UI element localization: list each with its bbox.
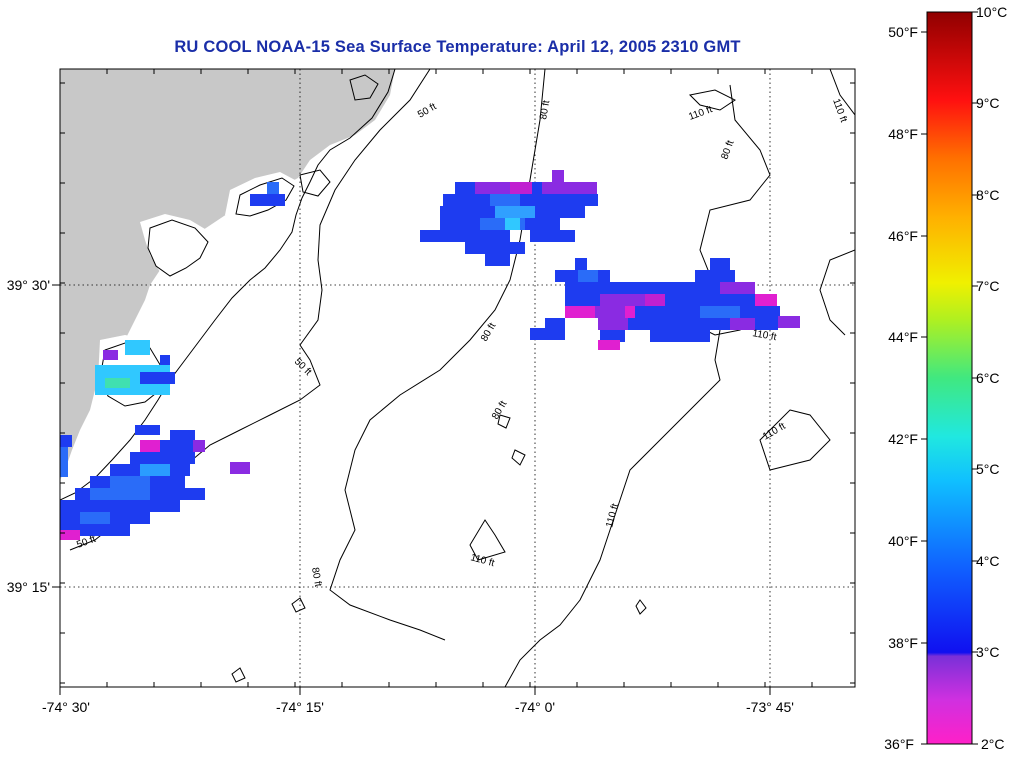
lat-tick-labels: 39° 30' 39° 15' <box>7 277 50 595</box>
cb-c-label: 10°C <box>976 4 1007 20</box>
contour-label: 80 ft <box>538 99 552 120</box>
minor-ticks <box>59 69 855 687</box>
cb-c-label: 5°C <box>976 461 1000 477</box>
cb-c-label: 2°C <box>981 736 1005 752</box>
lon-label: -73° 45' <box>746 699 794 715</box>
cb-f-label: 42°F <box>888 431 918 447</box>
colorbar-celsius-labels: 10°C 9°C 8°C 7°C 6°C 5°C 4°C 3°C 2°C <box>976 4 1007 752</box>
lat-label: 39° 15' <box>7 579 50 595</box>
contour-label: 110 ft <box>751 328 777 343</box>
cb-c-label: 9°C <box>976 95 1000 111</box>
land-mass <box>60 69 395 480</box>
lon-label: -74° 0' <box>515 699 555 715</box>
tick-marks <box>52 284 771 695</box>
colorbar-fahrenheit-labels: 50°F 48°F 46°F 44°F 42°F 40°F 38°F 36°F <box>884 24 918 752</box>
colorbar <box>926 11 973 745</box>
cb-f-label: 40°F <box>888 533 918 549</box>
lon-label: -74° 15' <box>276 699 324 715</box>
cb-c-label: 6°C <box>976 370 1000 386</box>
cb-f-label: 50°F <box>888 24 918 40</box>
colorbar-ticks <box>921 11 978 745</box>
sst-pixels-coastal <box>60 182 285 540</box>
contour-label: 80 ft <box>309 567 323 588</box>
lon-tick-labels: -74° 30' -74° 15' -74° 0' -73° 45' <box>42 699 794 715</box>
cb-f-label: 38°F <box>888 635 918 651</box>
lat-label: 39° 30' <box>7 277 50 293</box>
cb-c-label: 4°C <box>976 553 1000 569</box>
cb-c-label: 8°C <box>976 187 1000 203</box>
map-frame <box>59 68 856 688</box>
bay-area <box>140 214 210 275</box>
map-title: RU COOL NOAA-15 Sea Surface Temperature:… <box>174 38 741 56</box>
sst-pixels-east <box>530 258 800 350</box>
cb-c-label: 3°C <box>976 644 1000 660</box>
sst-pixels-north <box>420 170 598 266</box>
cb-f-label: 44°F <box>888 329 918 345</box>
cb-f-label: 46°F <box>888 228 918 244</box>
cb-f-label: 36°F <box>884 736 914 752</box>
lon-label: -74° 30' <box>42 699 90 715</box>
cb-c-label: 7°C <box>976 278 1000 294</box>
cb-f-label: 48°F <box>888 126 918 142</box>
